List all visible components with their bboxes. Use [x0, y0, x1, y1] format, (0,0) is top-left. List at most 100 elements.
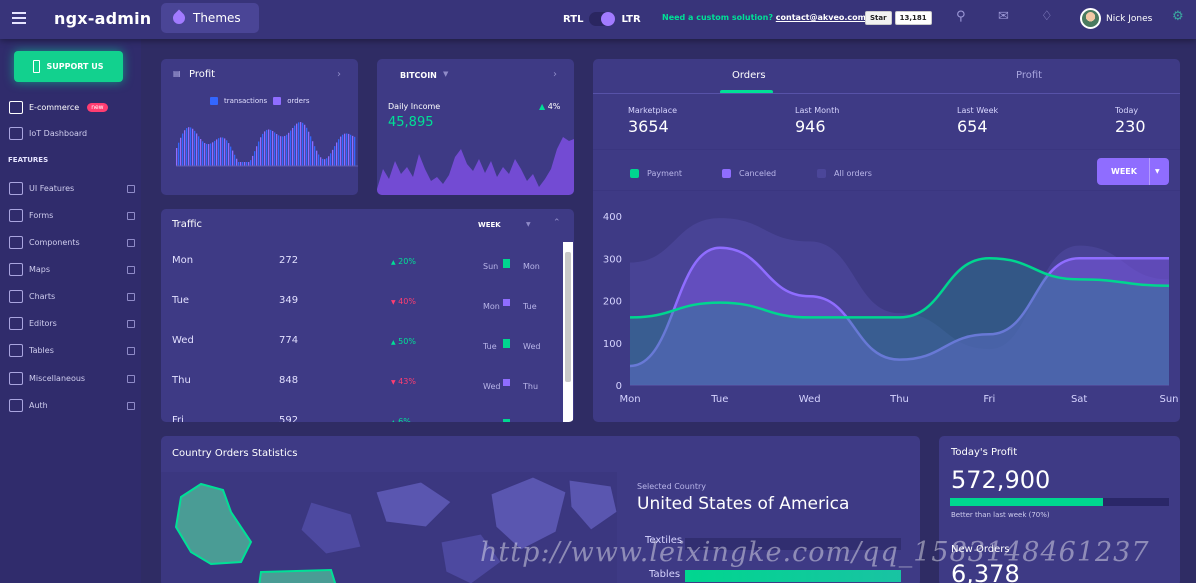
series-canceled-line: [629, 246, 1169, 368]
profit-title: Profit: [189, 69, 216, 80]
sidebar-item-charts[interactable]: Charts: [9, 290, 135, 303]
sidebar-item-tables[interactable]: Tables: [9, 344, 135, 357]
sidebar-item-editors[interactable]: Editors: [9, 317, 135, 330]
expand-icon: [127, 319, 135, 328]
profit-bar: [204, 142, 206, 166]
traffic-delta: ▼ 43%: [391, 377, 416, 386]
country-shape[interactable]: [300, 501, 362, 555]
category-bar: [685, 570, 901, 582]
sidebar-item-forms[interactable]: Forms: [9, 209, 135, 222]
profit-bar: [242, 162, 244, 166]
profit-bar: [322, 158, 324, 166]
tab-orders[interactable]: Orders: [732, 70, 766, 81]
traffic-value: 592: [279, 415, 299, 422]
series-payment-area: [630, 258, 1169, 385]
sidebar-item-iot[interactable]: IoT Dashboard: [9, 127, 135, 140]
traffic-delta: ▲ 6%: [391, 417, 411, 422]
profit-bar: [286, 134, 288, 166]
scrollbar[interactable]: [563, 242, 573, 422]
y-tick-label: 100: [603, 339, 622, 350]
profit-bar: [290, 130, 292, 166]
profit-bar: [178, 142, 180, 166]
mail-icon[interactable]: ✉: [998, 9, 1009, 24]
currency-select[interactable]: BITCOIN: [400, 71, 437, 80]
caret-down-icon[interactable]: ▼: [443, 70, 449, 78]
caret-down-icon[interactable]: ▼: [526, 221, 531, 228]
sidebar-item-ui-features[interactable]: UI Features: [9, 182, 135, 195]
support-us-button[interactable]: SUPPORT US: [14, 51, 123, 82]
selected-country: United States of America: [637, 494, 850, 514]
tab-profit[interactable]: Profit: [1016, 70, 1043, 81]
profit-bar: [324, 159, 326, 166]
profit-bar: [298, 122, 300, 166]
bell-icon[interactable]: ♢: [1041, 9, 1053, 24]
profit-bar: [262, 133, 264, 166]
category-label: Tables: [649, 569, 681, 580]
toggle-switch[interactable]: [589, 12, 616, 26]
profit-bar: [338, 139, 340, 166]
profit-bar: [268, 129, 270, 166]
direction-toggle[interactable]: RTL LTR: [563, 12, 641, 26]
series-payment-line: [629, 256, 1170, 319]
sidebar-item-components[interactable]: Components: [9, 236, 135, 249]
expand-icon: [127, 211, 135, 220]
world-map[interactable]: [161, 472, 617, 583]
traffic-period-select[interactable]: WEEK: [478, 221, 501, 229]
sidebar-item-auth[interactable]: Auth: [9, 399, 135, 412]
y-tick-label: 300: [603, 254, 622, 265]
traffic-delta: ▲ 20%: [391, 257, 416, 266]
traffic-day: Thu: [172, 375, 191, 386]
todays-profit-title: Today's Profit: [951, 447, 1018, 458]
profit-bar: [310, 136, 312, 166]
settings-gear-icon[interactable]: ⚙: [1172, 9, 1184, 24]
country-shape[interactable]: [568, 479, 617, 531]
country-shape[interactable]: [375, 481, 452, 528]
x-tick-label: Sat: [1071, 394, 1087, 405]
x-tick-label: Fri: [983, 394, 995, 405]
traffic-day: Tue: [172, 295, 190, 306]
profit-bar: [314, 146, 316, 166]
y-tick-label: 0: [616, 381, 622, 392]
chevron-right-icon[interactable]: ›: [553, 69, 557, 80]
country-shape[interactable]: [440, 533, 502, 583]
profit-bar: [216, 139, 218, 166]
traffic-compare-b: Tue: [523, 302, 537, 311]
themes-button[interactable]: Themes: [161, 3, 259, 33]
x-tick-label: Tue: [710, 394, 728, 405]
profit-card: ▤ Profit › transactions orders: [161, 59, 358, 195]
user-menu[interactable]: Nick Jones: [1080, 8, 1152, 29]
country-orders-title: Country Orders Statistics: [172, 448, 298, 459]
sidebar-item-miscellaneous[interactable]: Miscellaneous: [9, 372, 135, 385]
brand-logo[interactable]: ngx-admin: [54, 9, 152, 28]
compare-bar: [503, 299, 510, 306]
scrollbar-thumb[interactable]: [565, 252, 571, 382]
traffic-value: 349: [279, 295, 299, 306]
legend-canceled: Canceled: [722, 169, 776, 178]
daily-income-label: Daily Income: [388, 102, 441, 111]
expand-icon: [127, 401, 135, 410]
orders-period-select[interactable]: WEEK ▼: [1097, 158, 1169, 185]
chevron-right-icon[interactable]: ›: [337, 69, 341, 80]
profit-bar: [244, 162, 246, 166]
github-star-button[interactable]: Star 13,181: [865, 11, 932, 25]
profit-bar: [252, 155, 254, 166]
profit-bar: [232, 150, 234, 166]
sidebar-item-ecommerce[interactable]: E-commerce new: [9, 101, 135, 114]
profit-bar: [352, 135, 354, 166]
country-alaska[interactable]: [174, 482, 253, 566]
chevron-up-icon[interactable]: ⌃: [553, 218, 561, 228]
traffic-value: 272: [279, 255, 299, 266]
country-usa[interactable]: [258, 568, 337, 583]
profit-bar: [280, 136, 282, 166]
search-icon[interactable]: ⚲: [956, 9, 966, 24]
profit-bar: [296, 123, 298, 166]
stat-today: Today 230: [1115, 106, 1146, 136]
menu-toggle-icon[interactable]: [12, 12, 26, 24]
profit-bar: [202, 141, 204, 166]
edit-icon: [9, 209, 23, 222]
contact-link[interactable]: contact@akveo.com: [775, 13, 866, 22]
sidebar-item-maps[interactable]: Maps: [9, 263, 135, 276]
country-shape[interactable]: [490, 476, 567, 551]
stat-marketplace: Marketplace 3654: [628, 106, 678, 136]
profit-bar: [208, 144, 210, 166]
